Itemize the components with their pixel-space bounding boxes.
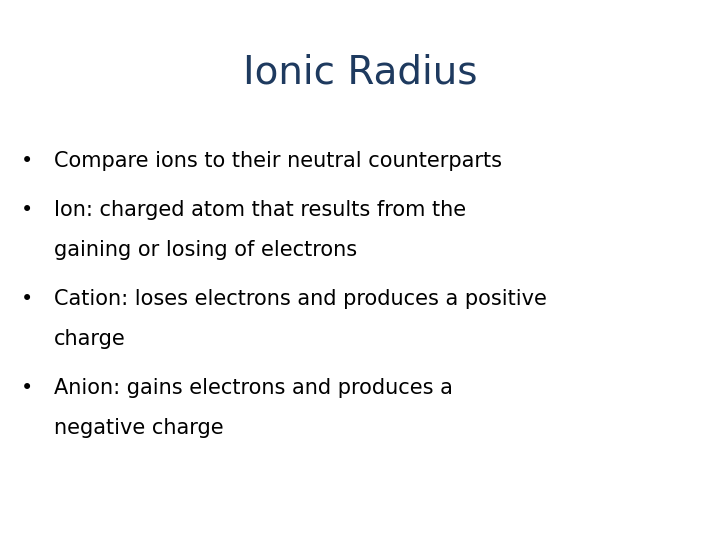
Text: •: • <box>21 200 34 220</box>
Text: Ionic Radius: Ionic Radius <box>243 54 477 92</box>
Text: gaining or losing of electrons: gaining or losing of electrons <box>54 240 357 260</box>
Text: charge: charge <box>54 329 126 349</box>
Text: Compare ions to their neutral counterparts: Compare ions to their neutral counterpar… <box>54 151 502 171</box>
Text: negative charge: negative charge <box>54 418 224 438</box>
Text: •: • <box>21 378 34 398</box>
Text: •: • <box>21 289 34 309</box>
Text: Ion: charged atom that results from the: Ion: charged atom that results from the <box>54 200 466 220</box>
Text: Cation: loses electrons and produces a positive: Cation: loses electrons and produces a p… <box>54 289 547 309</box>
Text: •: • <box>21 151 34 171</box>
Text: Anion: gains electrons and produces a: Anion: gains electrons and produces a <box>54 378 453 398</box>
